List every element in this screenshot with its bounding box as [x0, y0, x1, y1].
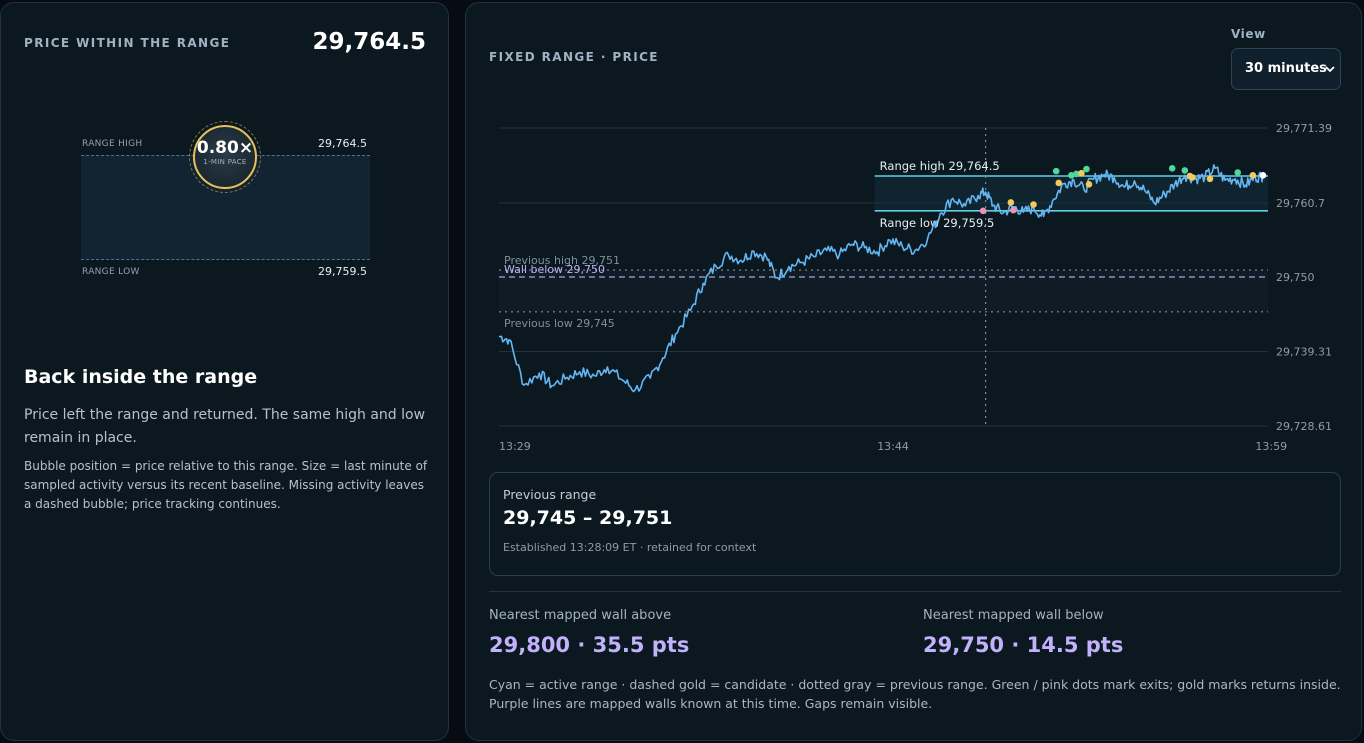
range-status-panel: PRICE WITHIN THE RANGE 29,764.5 RANGE HI… [0, 2, 449, 741]
y-tick-label: 29,739.31 [1276, 346, 1332, 359]
wall-below-annotation: Wall below 29,750 [504, 263, 605, 276]
range-low-label: RANGE LOW [82, 267, 140, 277]
x-tick-label: 13:29 [499, 440, 531, 453]
gold-marker [1249, 171, 1257, 179]
gold-marker [1007, 199, 1015, 206]
y-tick-label: 29,750 [1276, 271, 1315, 284]
pace-value: 0.80× [196, 138, 254, 158]
gold-marker [1030, 201, 1037, 208]
y-tick-label: 29,760.7 [1276, 197, 1325, 210]
divider [489, 591, 1341, 592]
y-tick-label: 29,728.61 [1276, 420, 1332, 433]
previous-low-annotation: Previous low 29,745 [504, 317, 615, 330]
green-marker [1052, 167, 1060, 175]
wall-above-title: Nearest mapped wall above [489, 608, 672, 623]
status-text: Price left the range and returned. The s… [24, 407, 426, 446]
green-marker [1073, 170, 1080, 178]
chart-legend-text: Cyan = active range · dashed gold = cand… [489, 677, 1341, 711]
range-low-value: 29,759.5 [318, 265, 367, 278]
x-tick-label: 13:59 [1255, 440, 1287, 453]
status-title: Back inside the range [24, 366, 258, 388]
wall-below-title: Nearest mapped wall below [923, 608, 1104, 623]
pink-marker [979, 207, 987, 215]
previous-range-card: Previous range 29,745 – 29,751 Establish… [489, 472, 1341, 576]
x-tick-label: 13:44 [877, 440, 909, 453]
gold-marker [1189, 174, 1196, 181]
pace-label: 1-MIN PACE [203, 158, 247, 166]
status-note: Bubble position = price relative to this… [24, 459, 428, 511]
white-marker [1259, 171, 1267, 179]
previous-range-title: Previous range [503, 487, 597, 502]
green-marker [1168, 165, 1176, 172]
gold-marker [1206, 175, 1214, 183]
gold-marker [1055, 179, 1063, 187]
chevron-down-icon [1325, 66, 1335, 73]
view-label: View [1231, 27, 1266, 41]
panel-kicker: PRICE WITHIN THE RANGE [24, 36, 231, 50]
current-price: 29,764.5 [312, 29, 427, 55]
chart-panel: FIXED RANGE · PRICE View 30 minutes 29,7… [465, 2, 1362, 741]
chart-kicker: FIXED RANGE · PRICE [489, 50, 659, 64]
green-marker [1083, 165, 1090, 173]
price-series-line [498, 164, 1264, 393]
range-high-value: 29,764.5 [318, 137, 367, 150]
pink-marker [1010, 206, 1017, 214]
previous-range-value: 29,745 – 29,751 [503, 507, 673, 529]
active-range-band [874, 175, 1268, 211]
green-marker [1068, 171, 1075, 179]
green-marker [1181, 167, 1189, 174]
green-marker [1234, 169, 1242, 176]
wall-above-value: 29,800 · 35.5 pts [489, 633, 690, 657]
previous-high-annotation: Previous high 29,751 [504, 254, 620, 267]
previous-range-band [499, 270, 1268, 312]
gold-marker [1085, 181, 1093, 188]
y-tick-label: 29,771.39 [1276, 122, 1332, 135]
previous-range-note: Established 13:28:09 ET · retained for c… [503, 541, 757, 554]
range-low-line [81, 259, 370, 260]
wall-below-value: 29,750 · 14.5 pts [923, 633, 1124, 657]
view-select[interactable]: 30 minutes [1231, 48, 1341, 90]
price-chart: 29,771.39 29,760.7 29,750 29,739.31 29,728.6… [498, 122, 1332, 453]
pace-bubble-halo [189, 121, 261, 193]
view-select-value: 30 minutes [1245, 61, 1327, 76]
range-high-annotation: Range high 29,764.5 [880, 159, 1000, 173]
gold-marker [1078, 169, 1085, 177]
range-high-label: RANGE HIGH [82, 139, 143, 149]
pace-bubble: 0.80× 1-MIN PACE [193, 125, 257, 189]
